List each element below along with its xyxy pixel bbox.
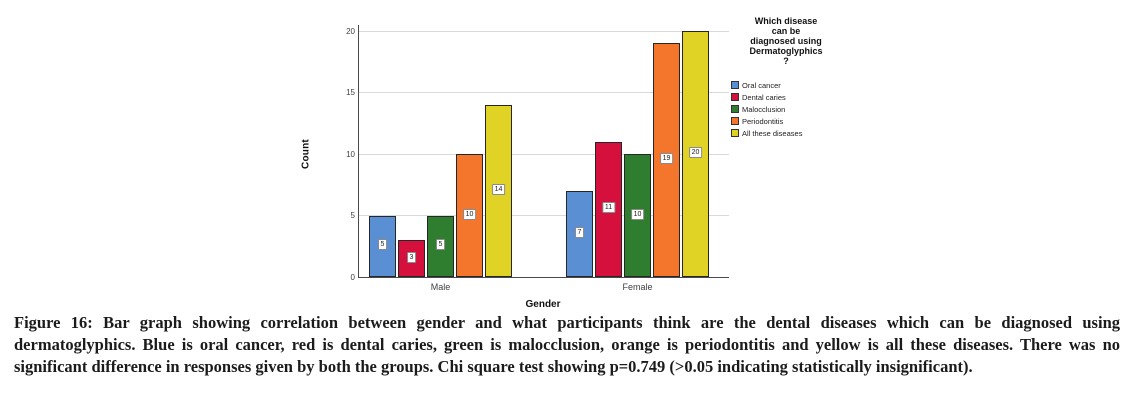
bar-value-label: 10 [630,208,645,220]
gridline-5 [359,215,729,216]
y-tick-label: 0 [350,272,355,282]
legend-item-label: Malocclusion [742,104,786,114]
x-tick-label-male: Male [430,282,451,292]
legend-item-label: All these diseases [742,128,803,138]
legend-item-label: Oral cancer [742,80,781,90]
bar-female-malocclusion: 10 [624,154,651,277]
legend-item-malocclusion: Malocclusion [731,103,845,115]
legend-swatch [731,117,739,125]
y-axis-title: Count [300,139,312,169]
bar-value-label: 7 [574,226,585,238]
legend-title: Which disease can be diagnosed using Der… [749,16,823,66]
legend: Which disease can be diagnosed using Der… [727,16,845,139]
figure-caption: Figure 16: Bar graph showing correlation… [14,313,1120,376]
bar-male-malocclusion: 5 [427,215,454,277]
legend-item-oral-cancer: Oral cancer [731,79,845,91]
legend-item-all-these-diseases: All these diseases [731,127,845,139]
bar-value-label: 11 [601,202,616,214]
x-tick-label-female: Female [622,282,653,292]
legend-swatch [731,105,739,113]
legend-item-label: Dental caries [742,92,786,102]
bar-value-label: 5 [377,239,388,251]
legend-swatch [731,81,739,89]
x-axis-title: Gender [525,299,561,310]
bar-value-label: 14 [491,183,506,195]
legend-item-dental-caries: Dental caries [731,91,845,103]
bar-female-oral-cancer: 7 [566,190,593,277]
bar-value-label: 3 [406,251,417,263]
bar-value-label: 19 [659,153,674,165]
legend-swatch [731,93,739,101]
y-tick-label: 15 [346,88,355,97]
legend-swatch [731,129,739,137]
gridline-15 [359,92,729,93]
gridline-10 [359,153,729,155]
bar-value-label: 5 [435,239,446,251]
bar-value-label: 20 [688,147,703,158]
bar-male-periodontitis: 10 [456,154,483,277]
gridline-20 [359,30,729,32]
y-tick-label: 5 [350,211,355,220]
bar-female-periodontitis: 19 [653,43,680,277]
y-tick-label: 10 [346,149,355,159]
bar-male-dental-caries: 3 [398,240,425,277]
bar-male-oral-cancer: 5 [369,215,396,277]
bar-female-all-these-diseases: 20 [682,31,709,277]
bar-male-all-these-diseases: 14 [485,104,512,277]
legend-item-label: Periodontitis [742,116,784,126]
bar-value-label: 10 [462,208,477,220]
legend-item-periodontitis: Periodontitis [731,115,845,127]
y-tick-label: 20 [346,26,355,36]
bar-female-dental-caries: 11 [595,141,622,277]
legend-items: Oral cancer Dental caries Malocclusion Peri… [727,79,845,139]
plot-area: 0 5 10 15 20 5 3 5 10 14 Male 7 11 10 19 20 Female [346,25,729,292]
